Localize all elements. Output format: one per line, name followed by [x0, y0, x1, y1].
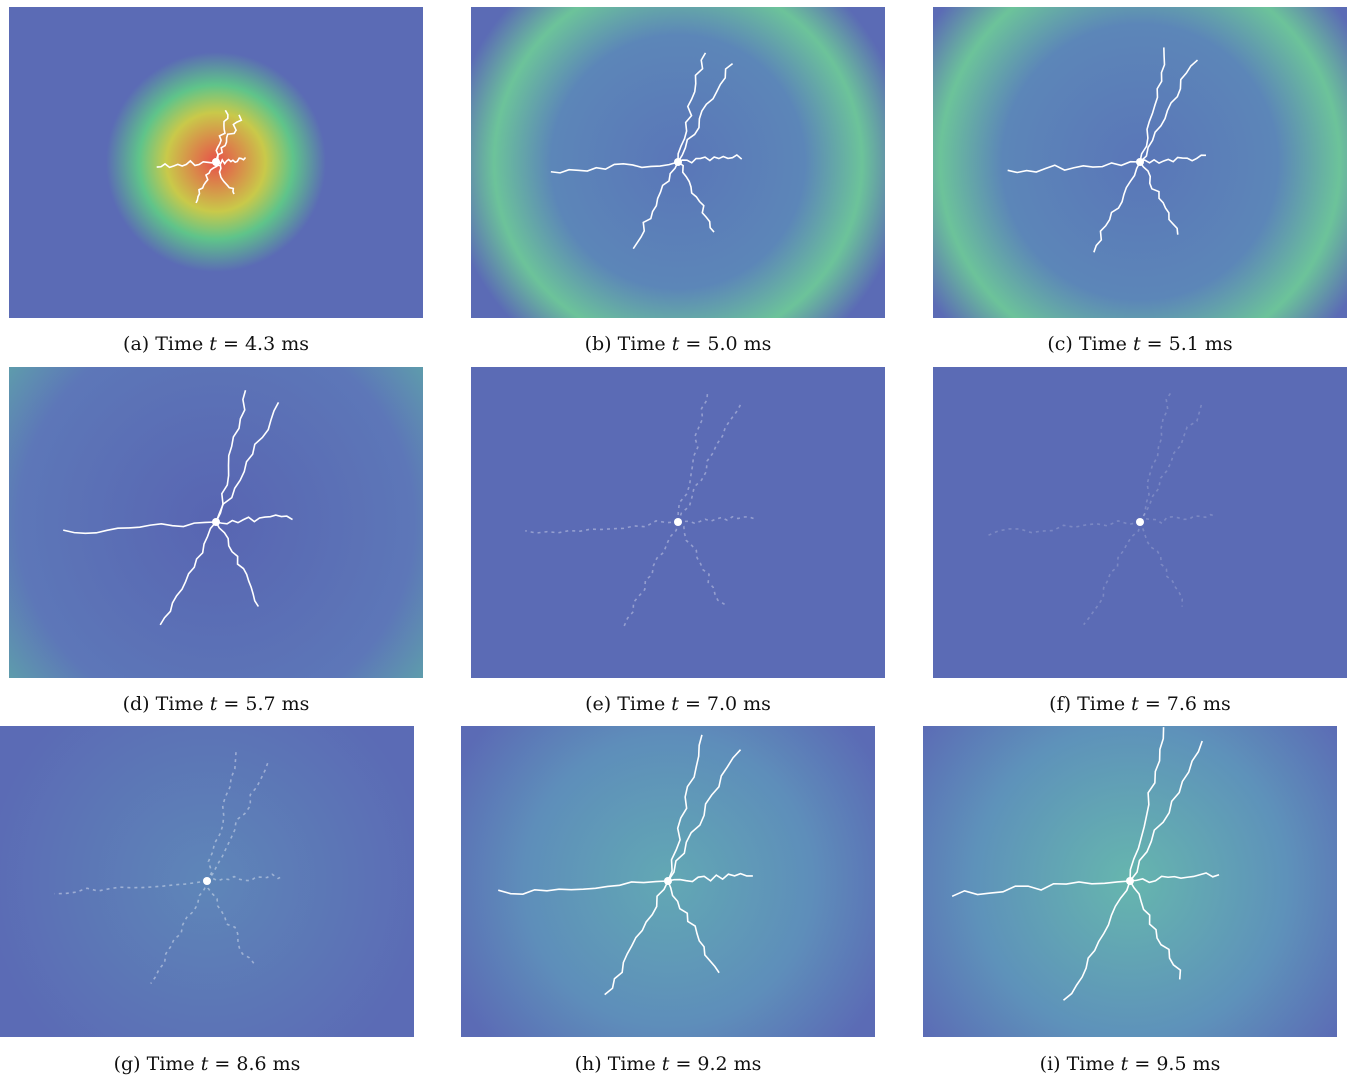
caption: (c) Time t = 5.1 ms [933, 333, 1347, 355]
caption-variable: t [1133, 333, 1141, 355]
caption-prefix: Time [155, 333, 203, 355]
caption-prefix: Time [1079, 333, 1127, 355]
caption-value: = 9.5 ms [1134, 1053, 1220, 1075]
borehole [1136, 518, 1144, 526]
simulation-image [933, 367, 1347, 678]
caption-variable: t [672, 333, 680, 355]
figure: (a) Time t = 4.3 ms (b) Time t = 5.0 ms (c… [0, 0, 1351, 1078]
caption: (i) Time t = 9.5 ms [923, 1053, 1337, 1075]
borehole [212, 518, 220, 526]
caption-prefix: Time [1067, 1053, 1115, 1075]
caption-prefix: Time [608, 1053, 656, 1075]
borehole [664, 877, 672, 885]
simulation-image [0, 726, 414, 1037]
caption: (f) Time t = 7.6 ms [933, 693, 1347, 715]
borehole [674, 158, 682, 166]
caption-prefix: Time [156, 693, 204, 715]
borehole [1126, 877, 1134, 885]
caption-label: (f) [1049, 693, 1071, 715]
borehole [212, 158, 220, 166]
caption-prefix: Time [147, 1053, 195, 1075]
caption-variable: t [1121, 1053, 1129, 1075]
caption-variable: t [209, 333, 217, 355]
caption-label: (e) [585, 693, 611, 715]
caption-variable: t [1131, 693, 1139, 715]
caption-variable: t [671, 693, 679, 715]
borehole [203, 877, 211, 885]
caption-variable: t [201, 1053, 209, 1075]
caption-prefix: Time [1077, 693, 1125, 715]
caption-prefix: Time [617, 693, 665, 715]
simulation-image [9, 367, 423, 678]
caption-label: (d) [123, 693, 150, 715]
simulation-image [9, 7, 423, 318]
caption-label: (a) [123, 333, 149, 355]
caption: (b) Time t = 5.0 ms [471, 333, 885, 355]
caption-label: (b) [585, 333, 612, 355]
borehole [1136, 158, 1144, 166]
caption-variable: t [210, 693, 218, 715]
caption: (h) Time t = 9.2 ms [461, 1053, 875, 1075]
caption: (d) Time t = 5.7 ms [9, 693, 423, 715]
simulation-image [471, 7, 885, 318]
caption-value: = 9.2 ms [675, 1053, 761, 1075]
caption-value: = 4.3 ms [223, 333, 309, 355]
caption-variable: t [662, 1053, 670, 1075]
caption-value: = 7.6 ms [1145, 693, 1231, 715]
caption: (a) Time t = 4.3 ms [9, 333, 423, 355]
caption-value: = 7.0 ms [685, 693, 771, 715]
caption-value: = 5.0 ms [685, 333, 771, 355]
caption-label: (c) [1047, 333, 1072, 355]
caption-value: = 5.7 ms [223, 693, 309, 715]
caption-label: (g) [114, 1053, 141, 1075]
caption-value: = 5.1 ms [1147, 333, 1233, 355]
caption-value: = 8.6 ms [214, 1053, 300, 1075]
caption: (g) Time t = 8.6 ms [0, 1053, 414, 1075]
caption-label: (i) [1040, 1053, 1061, 1075]
caption: (e) Time t = 7.0 ms [471, 693, 885, 715]
simulation-image [461, 726, 875, 1037]
simulation-image [471, 367, 885, 678]
caption-label: (h) [575, 1053, 602, 1075]
borehole [674, 518, 682, 526]
simulation-image [923, 726, 1337, 1037]
simulation-image [933, 7, 1347, 318]
caption-prefix: Time [618, 333, 666, 355]
